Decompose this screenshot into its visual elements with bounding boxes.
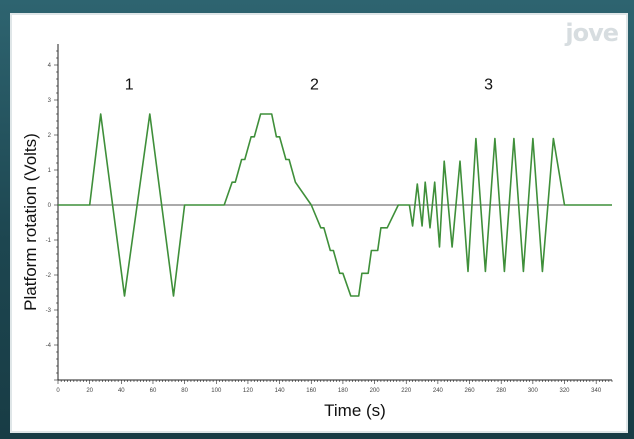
- y-tick-label: 0: [48, 203, 52, 209]
- ticks: 0 20 40 60 80 100 120 140 160 180 200 220 240 260 280 3…: [46, 50, 613, 394]
- y-tick-label: 2: [48, 133, 52, 139]
- y-axis-label: Platform rotation (Volts): [21, 133, 40, 311]
- axes: [57, 44, 612, 381]
- x-tick-label: 300: [528, 388, 539, 394]
- x-tick-label: 140: [275, 388, 286, 394]
- segment-label: 2: [310, 77, 319, 94]
- x-tick-label: 280: [496, 388, 507, 394]
- x-tick-label: 220: [401, 388, 412, 394]
- y-tick-label: 3: [48, 98, 52, 104]
- y-tick-label: -1: [46, 238, 52, 244]
- y-tick-label: 1: [48, 168, 52, 174]
- x-axis-label: Time (s): [324, 401, 386, 420]
- x-tick-label: 320: [560, 388, 571, 394]
- segment-label: 1: [125, 77, 134, 94]
- x-tick-label: 0: [56, 388, 60, 394]
- x-tick-label: 180: [338, 388, 349, 394]
- x-tick-label: 40: [118, 388, 125, 394]
- y-tick-label: 4: [48, 63, 52, 69]
- x-tick-label: 20: [86, 388, 93, 394]
- y-tick-label: -4: [46, 343, 52, 349]
- x-tick-label: 340: [591, 388, 602, 394]
- rotation-trace-line: [58, 113, 612, 297]
- x-tick-label: 80: [181, 388, 188, 394]
- y-tick-label: -2: [46, 273, 52, 279]
- x-tick-label: 120: [243, 388, 254, 394]
- x-tick-label: 200: [370, 388, 381, 394]
- x-tick-label: 260: [465, 388, 476, 394]
- segment-label: 3: [484, 77, 493, 94]
- segment-labels: 1 2 3: [125, 77, 493, 94]
- jove-logo: jove: [565, 19, 619, 47]
- x-tick-label: 160: [306, 388, 317, 394]
- y-tick-label: -3: [46, 308, 52, 314]
- x-tick-label: 100: [211, 388, 222, 394]
- x-tick-label: 240: [433, 388, 444, 394]
- x-tick-label: 60: [150, 388, 157, 394]
